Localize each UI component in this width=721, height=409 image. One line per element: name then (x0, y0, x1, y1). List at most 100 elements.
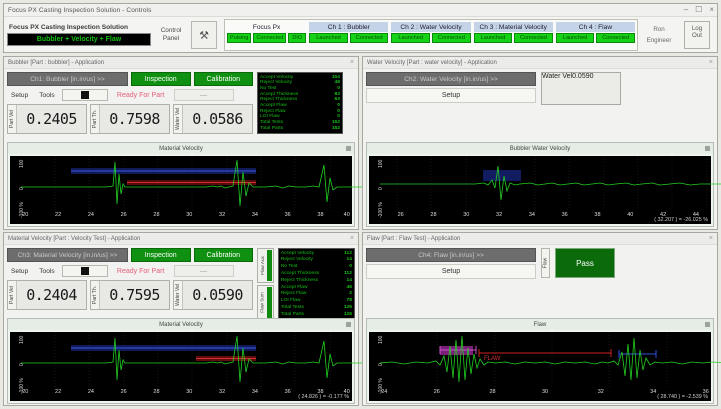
status-badge: Pulsing (227, 33, 252, 43)
scope-trace (21, 332, 365, 387)
tools-button[interactable]: Tools (39, 91, 55, 99)
panel-title: Flaw [Part : Flaw Test] - Application (367, 235, 461, 242)
scope-y-axis: 100 0 -100 % (11, 332, 25, 394)
stat-row: Total Parts 152 (260, 125, 340, 131)
panel-top-row: Ch3: Material Velocity [in.in/us] >> Ins… (7, 248, 355, 320)
flaw-sum-label: Flaw Sum (259, 292, 265, 313)
close-icon[interactable]: × (709, 5, 714, 14)
status-badges: Launched Connected (555, 33, 636, 43)
close-icon[interactable]: × (349, 235, 354, 242)
window-buttons: – ☐ × (684, 4, 714, 16)
meter-label: Water Vel (174, 105, 183, 133)
tools-button[interactable]: ⚒ (191, 21, 217, 49)
meter-part-thickness: Part Th. 0.7595 (90, 280, 170, 310)
minimize-icon[interactable]: – (683, 5, 689, 14)
inspection-button[interactable]: Inspection (130, 72, 191, 86)
status-badge: Launched (473, 33, 513, 43)
controls-window: Focus PX Casting Inspection Solution - C… (3, 3, 718, 53)
panel-body: Ch3: Material Velocity [in.in/us] >> Ins… (4, 245, 358, 323)
close-icon[interactable]: × (349, 59, 354, 66)
stat-row: Total Tests 152 (260, 120, 340, 126)
stat-row: Total Parts 126 (280, 311, 352, 317)
panel-left-column: Ch1: Bubbler [in.in/us] >> Inspection Ca… (7, 72, 254, 134)
tools-button[interactable]: Tools (39, 267, 55, 275)
scope-trace (380, 156, 721, 208)
calibration-button[interactable]: Calibration (193, 248, 254, 262)
scope-readout: ( 24.826 ) = -0.177 % (298, 394, 349, 400)
status-badge: Launched (391, 33, 431, 43)
close-icon[interactable]: × (708, 59, 713, 66)
panel-top-row: Ch4: Flaw [in.in/us] >> Setup Flaw Pass (366, 248, 714, 279)
meters-row: Part Vel 0.2405 Part Th. 0.7598 Water Ve… (7, 104, 253, 134)
scope-canvas[interactable]: 100 0 -100 % F (369, 332, 721, 401)
meter-label: Part Vel (8, 281, 17, 309)
scope-x-axis: 20 22 24 26 28 30 32 34 36 38 40 (22, 212, 350, 218)
stat-row: Reject Flaw 2 (280, 291, 352, 297)
inspection-button[interactable]: Inspection (130, 248, 191, 262)
setup-button[interactable]: Setup (366, 88, 536, 103)
flaw-annotation: FLAW (484, 356, 501, 362)
result-placeholder: — (173, 265, 234, 277)
panel-top-row: Ch1: Bubbler [in.in/us] >> Inspection Ca… (7, 72, 355, 134)
panel-left-column: Ch4: Flaw [in.in/us] >> Setup (366, 248, 536, 279)
scope-canvas[interactable]: 100 0 -100 % (10, 156, 365, 224)
setup-button[interactable]: Setup (11, 267, 29, 275)
scope-menu-icon[interactable] (346, 322, 351, 327)
calibration-button[interactable]: Calibration (193, 72, 254, 86)
scope-readout: ( 32.207 ) = -26.025 % (654, 217, 708, 223)
panel-title-bar: Water Velocity [Part : water velocity] -… (363, 57, 717, 69)
scope-flaw: Flaw 100 0 -100 % (366, 318, 721, 404)
scope-title-bar: Material Velocity (8, 143, 354, 154)
part-status-text: Ready For Part (116, 91, 165, 99)
flaw-aux-bar (267, 250, 272, 281)
maximize-icon[interactable]: ☐ (695, 5, 703, 14)
status-badge: Connected (253, 33, 287, 43)
meter-label: Part Vel (8, 105, 17, 133)
panel-body: Ch4: Flaw [in.in/us] >> Setup Flaw Pass (363, 245, 717, 282)
scope-menu-icon[interactable] (346, 146, 351, 151)
tools-row: Setup Tools Ready For Part — (7, 89, 253, 101)
scope-x-axis: 24 26 28 30 32 34 36 (381, 389, 709, 395)
meter-value: 0.0590 (572, 73, 594, 80)
status-badges: Launched Connected (473, 33, 553, 43)
stat-row: Accept Flaw 46 (280, 284, 352, 290)
meter-label: Water Vel (542, 73, 573, 80)
scope-menu-icon[interactable] (705, 146, 710, 151)
channel-selector[interactable]: Ch1: Bubbler [in.in/us] >> (7, 72, 128, 86)
setup-button[interactable]: Setup (11, 91, 29, 99)
scope-canvas[interactable]: 100 0 -100 % 26 28 30 (369, 156, 721, 224)
meter-part-thickness: Part Th. 0.7598 (90, 104, 170, 134)
scope-trace (21, 156, 365, 212)
stat-row: Accept Flaw 0 (260, 103, 340, 109)
mode-row: Ch3: Material Velocity [in.in/us] >> Ins… (7, 248, 254, 262)
setup-button[interactable]: Setup (366, 264, 536, 279)
status-badge: Launched (555, 33, 595, 43)
meter-value: 0.0586 (192, 110, 243, 128)
color-swatch-box[interactable] (61, 89, 108, 101)
configuration-display: Bubbler + Velocity + Flaw (7, 33, 151, 46)
status-badge: Connected (596, 33, 636, 43)
panel-left-column: Ch2: Water Velocity [in.in/us] >> Setup (366, 72, 536, 103)
scope-y-axis: 100 0 -100 % (370, 156, 384, 218)
scope-bubbler-water-velocity: Bubbler Water Velocity 100 0 -100 % (366, 142, 721, 227)
panel-left-column: Ch3: Material Velocity [in.in/us] >> Ins… (7, 248, 254, 320)
scope-title: Flaw (533, 321, 547, 328)
channel-selector[interactable]: Ch4: Flaw [in.in/us] >> (366, 248, 536, 262)
status-column-ch2: Ch 2 : Water Velocity Launched Connected (390, 21, 471, 49)
close-icon[interactable]: × (708, 235, 713, 242)
control-panel-label: Control Panel (160, 27, 182, 42)
status-badge: Launched (309, 33, 348, 43)
color-swatch-box[interactable] (61, 265, 108, 277)
status-badge: DIO (288, 33, 307, 43)
panel-water-velocity: Water Velocity [Part : water velocity] -… (362, 56, 721, 230)
scope-title-bar: Bubbler Water Velocity (367, 143, 713, 154)
scope-canvas[interactable]: 100 0 -100 % (10, 332, 365, 401)
status-badge: Connected (514, 33, 553, 43)
flaw-aux-label: Flaw Aux (259, 256, 265, 275)
channel-selector[interactable]: Ch2: Water Velocity [in.in/us] >> (366, 72, 536, 86)
log-out-button[interactable]: Log Out (684, 21, 710, 49)
scope-menu-icon[interactable] (705, 322, 710, 327)
channel-selector[interactable]: Ch3: Material Velocity [in.in/us] >> (7, 248, 128, 262)
stat-row: Accept Thickness 83 (260, 91, 340, 97)
